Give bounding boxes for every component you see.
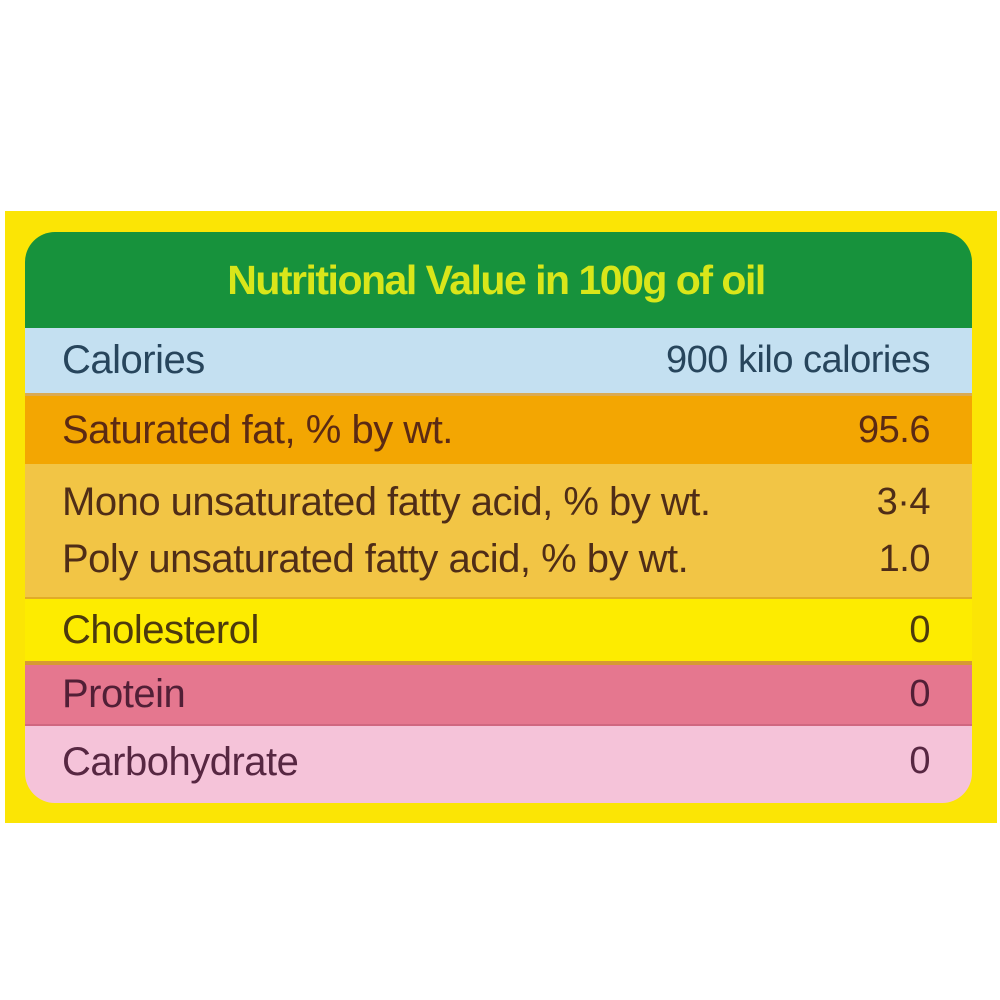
mono-unsaturated-value: 3·4 <box>876 480 931 523</box>
poly-unsaturated-value: 1.0 <box>878 537 931 580</box>
saturated-fat-label: Saturated fat, % by wt. <box>62 407 453 452</box>
carbohydrate-value: 0 <box>909 740 930 782</box>
nutrition-label-background: Nutritional Value in 100g of oil Calorie… <box>5 211 997 823</box>
protein-label: Protein <box>62 672 186 716</box>
cholesterol-value: 0 <box>909 608 930 651</box>
carbohydrate-label: Carbohydrate <box>62 740 299 784</box>
row-unsaturated-fats: Mono unsaturated fatty acid, % by wt. 3·… <box>25 464 972 599</box>
poly-unsaturated-line: Poly unsaturated fatty acid, % by wt. 1.… <box>62 536 931 582</box>
mono-unsaturated-line: Mono unsaturated fatty acid, % by wt. 3·… <box>62 479 931 525</box>
row-protein: Protein 0 <box>25 665 972 726</box>
row-calories: Calories 900 kilo calories <box>25 328 972 396</box>
label-header: Nutritional Value in 100g of oil <box>25 232 972 328</box>
row-carbohydrate: Carbohydrate 0 <box>25 726 972 803</box>
saturated-fat-value: 95.6 <box>858 408 930 451</box>
nutrition-label-card: Nutritional Value in 100g of oil Calorie… <box>25 232 972 803</box>
row-saturated-fat: Saturated fat, % by wt. 95.6 <box>25 396 972 464</box>
row-cholesterol: Cholesterol 0 <box>25 599 972 665</box>
label-title: Nutritional Value in 100g of oil <box>227 256 766 303</box>
calories-label: Calories <box>62 338 205 382</box>
mono-unsaturated-label: Mono unsaturated fatty acid, % by wt. <box>62 479 711 524</box>
calories-value: 900 kilo calories <box>666 339 930 381</box>
poly-unsaturated-label: Poly unsaturated fatty acid, % by wt. <box>62 536 689 581</box>
cholesterol-label: Cholesterol <box>62 607 259 652</box>
protein-value: 0 <box>909 673 930 715</box>
